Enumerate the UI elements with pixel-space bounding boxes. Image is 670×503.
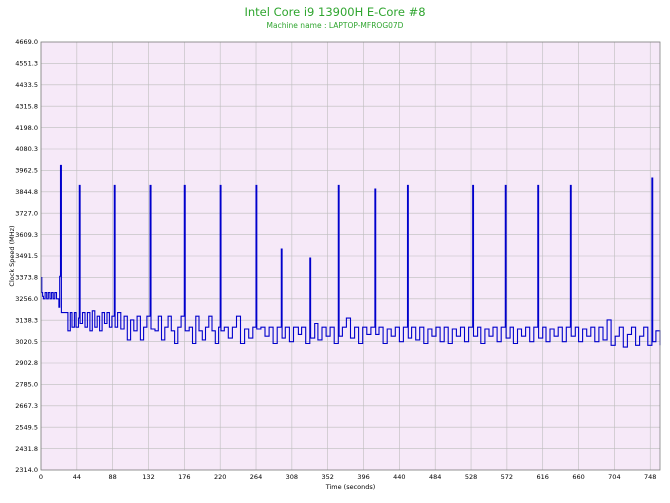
y-tick-label: 4551.3 — [15, 60, 38, 68]
y-tick-label: 3020.5 — [15, 338, 38, 346]
y-tick-label: 3962.5 — [15, 167, 38, 175]
x-tick-label: 616 — [537, 473, 549, 481]
x-tick-label: 396 — [357, 473, 369, 481]
x-tick-label: 572 — [501, 473, 513, 481]
y-tick-label: 4433.5 — [15, 81, 38, 89]
x-tick-label: 132 — [142, 473, 154, 481]
x-tick-label: 264 — [250, 473, 262, 481]
x-tick-label: 528 — [465, 473, 477, 481]
x-tick-label: 352 — [321, 473, 333, 481]
y-axis-ticks: 2314.0 2431.8 2549.5 2667.3 2785.0 2902.8 3020… — [15, 38, 38, 474]
y-tick-label: 3491.5 — [15, 252, 38, 260]
y-tick-label: 3609.3 — [15, 231, 38, 239]
x-axis-ticks: 0 44 88 132 176 220 264 308 352 396 440 484 528 572 61… — [39, 473, 657, 481]
y-tick-label: 4080.3 — [15, 145, 38, 153]
y-tick-label: 2314.0 — [15, 466, 38, 474]
y-tick-label: 2785.0 — [15, 381, 38, 389]
x-tick-label: 176 — [178, 473, 190, 481]
chart-subtitle: Machine name : LAPTOP-MFROG07D — [267, 21, 404, 30]
x-tick-label: 220 — [214, 473, 226, 481]
y-tick-label: 2431.8 — [15, 445, 38, 453]
y-tick-label: 4669.0 — [15, 38, 38, 46]
y-tick-label: 4315.8 — [15, 102, 38, 110]
x-tick-label: 308 — [286, 473, 298, 481]
chart-title: Intel Core i9 13900H E-Core #8 — [244, 5, 425, 19]
x-tick-label: 88 — [109, 473, 117, 481]
y-tick-label: 3138.3 — [15, 316, 38, 324]
x-tick-label: 748 — [644, 473, 656, 481]
x-tick-label: 44 — [73, 473, 81, 481]
series-line — [41, 164, 661, 348]
x-tick-label: 0 — [39, 473, 43, 481]
y-tick-label: 3844.8 — [15, 188, 38, 196]
x-axis-label: Time (seconds) — [325, 483, 376, 491]
y-tick-label: 2667.3 — [15, 402, 38, 410]
y-tick-label: 2549.5 — [15, 423, 38, 431]
y-tick-label: 2902.8 — [15, 359, 38, 367]
y-tick-label: 4198.0 — [15, 124, 38, 132]
y-axis-label: Clock Speed (MHz) — [8, 225, 16, 286]
y-tick-label: 3256.0 — [15, 295, 38, 303]
x-tick-label: 660 — [572, 473, 584, 481]
x-tick-label: 704 — [608, 473, 620, 481]
y-tick-label: 3727.0 — [15, 209, 38, 217]
x-tick-label: 484 — [429, 473, 441, 481]
plot-border — [40, 41, 661, 471]
y-tick-label: 3373.8 — [15, 274, 38, 282]
grid-lines — [40, 41, 660, 471]
x-tick-label: 440 — [393, 473, 405, 481]
